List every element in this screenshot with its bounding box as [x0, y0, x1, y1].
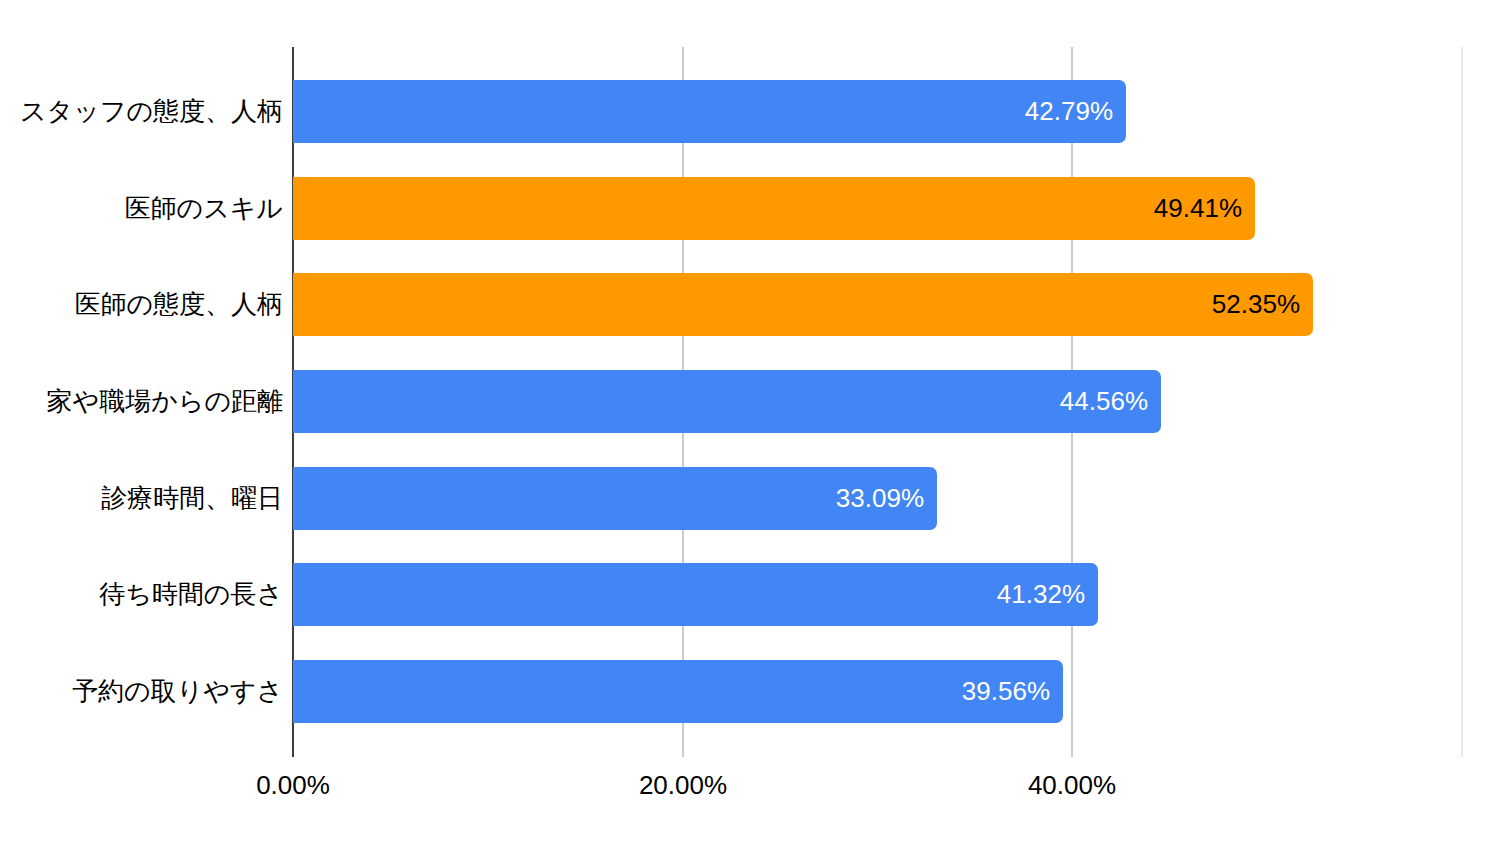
- bar-row: 予約の取りやすさ 39.56%: [0, 660, 1500, 723]
- bar-chart: スタッフの態度、人柄 42.79% 医師のスキル 49.41% 医師の態度、人柄…: [0, 0, 1500, 856]
- x-axis-tick-label: 0.00%: [256, 770, 330, 800]
- category-label: 医師の態度、人柄: [0, 287, 283, 322]
- bar-value-label: 52.35%: [1212, 289, 1300, 320]
- bar[interactable]: 42.79%: [293, 80, 1126, 143]
- category-label: 待ち時間の長さ: [0, 577, 283, 612]
- bar-value-label: 33.09%: [836, 483, 924, 514]
- bar-row: 医師の態度、人柄 52.35%: [0, 273, 1500, 336]
- category-label: 予約の取りやすさ: [0, 674, 283, 709]
- category-label: 医師のスキル: [0, 191, 283, 226]
- bar-value-label: 42.79%: [1025, 96, 1113, 127]
- bar[interactable]: 39.56%: [293, 660, 1063, 723]
- bar[interactable]: 52.35%: [293, 273, 1313, 336]
- category-label: 診療時間、曜日: [0, 481, 283, 516]
- bar-row: 待ち時間の長さ 41.32%: [0, 563, 1500, 626]
- bar-row: 家や職場からの距離 44.56%: [0, 370, 1500, 433]
- bar-value-label: 49.41%: [1154, 193, 1242, 224]
- bar[interactable]: 44.56%: [293, 370, 1161, 433]
- x-axis-tick-label: 20.00%: [639, 770, 727, 800]
- bar-value-label: 41.32%: [997, 579, 1085, 610]
- bar-row: 診療時間、曜日 33.09%: [0, 467, 1500, 530]
- category-label: 家や職場からの距離: [0, 384, 283, 419]
- bar-row: スタッフの態度、人柄 42.79%: [0, 80, 1500, 143]
- category-label: スタッフの態度、人柄: [0, 94, 283, 129]
- bar-row: 医師のスキル 49.41%: [0, 177, 1500, 240]
- bar[interactable]: 33.09%: [293, 467, 937, 530]
- x-axis-tick-label: 40.00%: [1028, 770, 1116, 800]
- bar[interactable]: 41.32%: [293, 563, 1098, 626]
- bar-value-label: 44.56%: [1060, 386, 1148, 417]
- bar-value-label: 39.56%: [962, 676, 1050, 707]
- bar[interactable]: 49.41%: [293, 177, 1255, 240]
